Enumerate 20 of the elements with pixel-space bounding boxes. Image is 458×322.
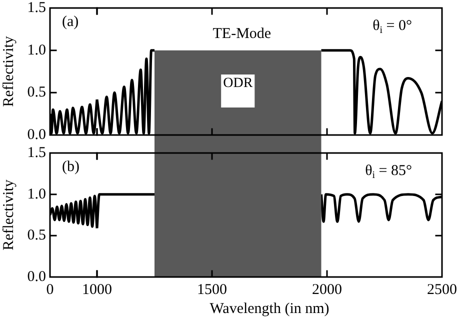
- band-label: ODR: [223, 76, 254, 92]
- x-tick-label: 2500: [427, 282, 457, 298]
- annotation: (a): [62, 14, 79, 30]
- x-tick-label: 2000: [312, 282, 342, 298]
- x-tick-label: 1000: [82, 282, 112, 298]
- y-tick-label: 1.5: [27, 0, 46, 16]
- y-axis-title: Reflectivity: [0, 36, 17, 107]
- annotation: (b): [62, 158, 80, 175]
- y-tick-label: 1.5: [27, 144, 46, 161]
- y-tick-label: 1.0: [27, 42, 46, 58]
- x-tick-label: 0: [46, 282, 54, 298]
- y-tick-label: 0.5: [27, 84, 46, 101]
- x-tick-label: 1500: [197, 282, 227, 298]
- x-axis-title: Wavelength (in nm): [210, 300, 330, 317]
- y-axis-title: Reflectivity: [0, 179, 17, 250]
- y-tick-label: 0.0: [27, 268, 46, 285]
- y-tick-label: 1.0: [27, 186, 46, 202]
- annotation: TE-Mode: [212, 26, 272, 42]
- y-tick-label: 0.5: [27, 228, 46, 244]
- y-tick-label: 0.0: [27, 126, 46, 143]
